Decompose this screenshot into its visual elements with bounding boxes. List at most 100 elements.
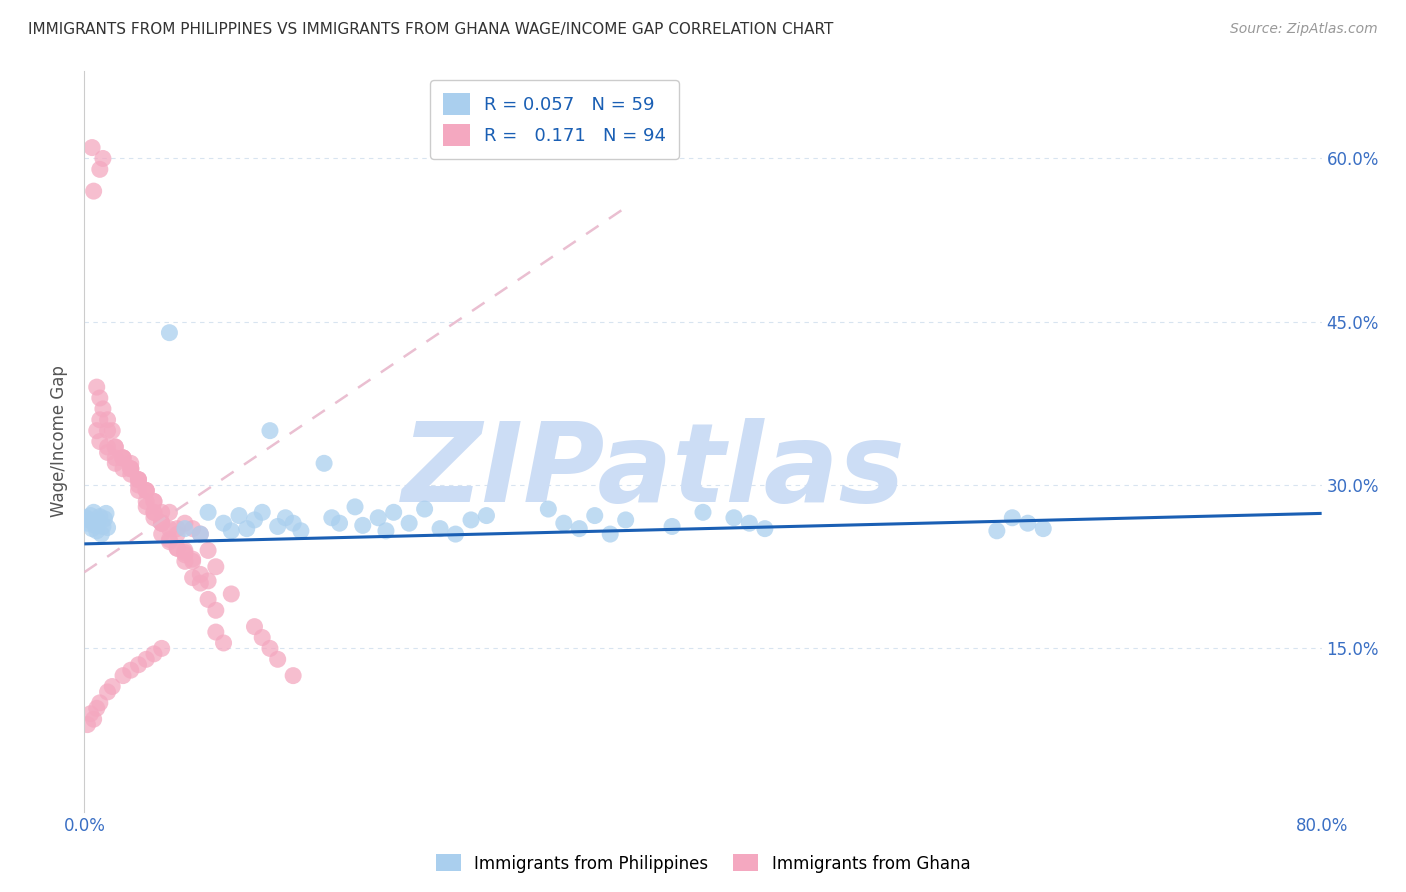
Point bbox=[83, 505, 105, 519]
Point bbox=[219, 524, 242, 538]
Point bbox=[89, 434, 111, 449]
Point bbox=[112, 450, 135, 465]
Point bbox=[83, 712, 105, 726]
Point bbox=[135, 494, 157, 508]
Point bbox=[96, 520, 118, 534]
Point bbox=[321, 510, 343, 524]
Point bbox=[143, 505, 166, 519]
Point bbox=[197, 543, 219, 558]
Point bbox=[127, 473, 149, 487]
Point bbox=[120, 456, 142, 470]
Point bbox=[96, 413, 118, 427]
Point bbox=[188, 567, 211, 582]
Legend: R = 0.057   N = 59, R =   0.171   N = 94: R = 0.057 N = 59, R = 0.171 N = 94 bbox=[430, 80, 679, 159]
Point bbox=[250, 631, 273, 645]
Point bbox=[135, 483, 157, 498]
Point bbox=[86, 380, 108, 394]
Point bbox=[250, 505, 273, 519]
Point bbox=[150, 505, 173, 519]
Point bbox=[174, 548, 197, 562]
Point bbox=[212, 636, 235, 650]
Point bbox=[150, 516, 173, 531]
Point bbox=[120, 663, 142, 677]
Point bbox=[150, 641, 173, 656]
Point bbox=[343, 500, 366, 514]
Point bbox=[150, 516, 173, 531]
Point bbox=[143, 505, 166, 519]
Point bbox=[104, 456, 127, 470]
Point bbox=[274, 510, 297, 524]
Point bbox=[197, 505, 219, 519]
Point bbox=[181, 552, 204, 566]
Point bbox=[281, 668, 305, 682]
Point bbox=[143, 494, 166, 508]
Point bbox=[104, 440, 127, 454]
Point bbox=[754, 522, 776, 536]
Point bbox=[86, 524, 108, 538]
Point bbox=[143, 510, 166, 524]
Point bbox=[568, 522, 591, 536]
Point bbox=[135, 483, 157, 498]
Point bbox=[188, 576, 211, 591]
Point bbox=[120, 467, 142, 482]
Legend: Immigrants from Philippines, Immigrants from Ghana: Immigrants from Philippines, Immigrants … bbox=[429, 847, 977, 880]
Point bbox=[661, 519, 683, 533]
Point bbox=[91, 519, 114, 533]
Y-axis label: Wage/Income Gap: Wage/Income Gap bbox=[51, 366, 69, 517]
Point bbox=[127, 483, 149, 498]
Point bbox=[1032, 522, 1054, 536]
Point bbox=[86, 701, 108, 715]
Point bbox=[89, 391, 111, 405]
Point bbox=[205, 625, 228, 640]
Point bbox=[143, 494, 166, 508]
Point bbox=[174, 522, 197, 536]
Point bbox=[197, 592, 219, 607]
Point bbox=[205, 603, 228, 617]
Point bbox=[166, 541, 188, 556]
Point bbox=[150, 527, 173, 541]
Point bbox=[112, 450, 135, 465]
Point bbox=[328, 516, 352, 531]
Point bbox=[228, 508, 250, 523]
Point bbox=[112, 462, 135, 476]
Point bbox=[89, 162, 111, 177]
Point bbox=[1001, 510, 1024, 524]
Point bbox=[104, 450, 127, 465]
Point bbox=[197, 574, 219, 588]
Point bbox=[135, 500, 157, 514]
Point bbox=[166, 541, 188, 556]
Point bbox=[174, 543, 197, 558]
Text: Source: ZipAtlas.com: Source: ZipAtlas.com bbox=[1230, 22, 1378, 37]
Point bbox=[188, 527, 211, 541]
Point bbox=[259, 641, 281, 656]
Point bbox=[583, 508, 606, 523]
Point bbox=[89, 413, 111, 427]
Point bbox=[174, 516, 197, 531]
Point bbox=[96, 445, 118, 459]
Point bbox=[281, 516, 305, 531]
Point bbox=[82, 140, 104, 154]
Point bbox=[174, 546, 197, 560]
Point bbox=[83, 184, 105, 198]
Point bbox=[84, 518, 107, 533]
Point bbox=[159, 534, 180, 549]
Point bbox=[382, 505, 405, 519]
Point bbox=[90, 527, 112, 541]
Point bbox=[93, 512, 115, 526]
Point bbox=[723, 510, 745, 524]
Point bbox=[429, 522, 451, 536]
Point bbox=[104, 440, 127, 454]
Point bbox=[181, 571, 204, 585]
Point bbox=[79, 508, 101, 523]
Point bbox=[159, 533, 180, 547]
Point bbox=[599, 527, 621, 541]
Point bbox=[367, 510, 389, 524]
Point bbox=[267, 519, 290, 533]
Point bbox=[259, 424, 281, 438]
Point bbox=[205, 559, 228, 574]
Point bbox=[101, 680, 124, 694]
Point bbox=[120, 462, 142, 476]
Point bbox=[159, 522, 180, 536]
Point bbox=[86, 424, 108, 438]
Point bbox=[537, 502, 560, 516]
